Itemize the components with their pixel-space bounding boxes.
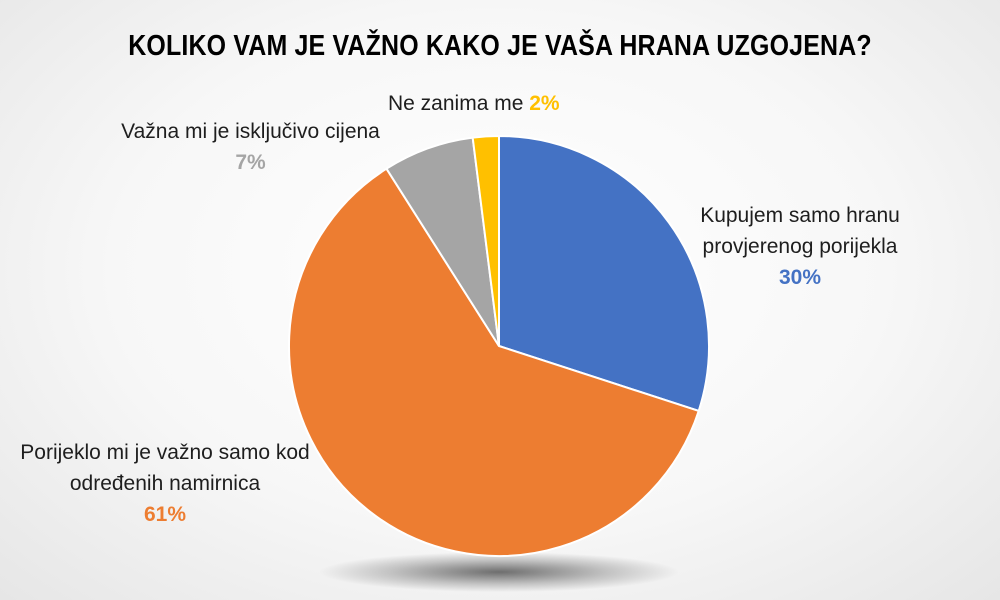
- slice-label-line: Ne zanima me: [388, 92, 524, 115]
- slice-label-ne-zanima: Ne zanima me 2%: [388, 88, 560, 119]
- slice-label-line: Važna mi je isključivo cijena: [121, 120, 380, 143]
- slice-ne-zanima: [471, 134, 500, 347]
- slice-value-label: 7%: [235, 151, 266, 174]
- pie-shadow: [319, 552, 679, 592]
- slice-label-line: provjerenog porijekla: [702, 235, 898, 258]
- slice-label-line: Porijeklo mi je važno samo kod: [20, 441, 310, 464]
- slice-label-odredjene-namirnice: Porijeklo mi je važno samo kod određenih…: [20, 437, 310, 530]
- slice-odredjene-namirnice: [288, 167, 700, 557]
- slice-label-cijena: Važna mi je isključivo cijena 7%: [118, 116, 383, 178]
- slice-provjereno-porijeklo: [498, 134, 710, 413]
- slice-label-line: određenih namirnica: [69, 472, 261, 495]
- chart-title: KOLIKO VAM JE VAŽNO KAKO JE VAŠA HRANA U…: [128, 30, 872, 62]
- slice-label-provjereno: Kupujem samo hranu provjerenog porijekla…: [690, 200, 910, 293]
- slice-value-label: 61%: [143, 503, 187, 526]
- slice-label-line: Kupujem samo hranu: [700, 204, 900, 227]
- slice-value-label: 2%: [529, 92, 560, 115]
- slice-value-label: 30%: [778, 266, 822, 289]
